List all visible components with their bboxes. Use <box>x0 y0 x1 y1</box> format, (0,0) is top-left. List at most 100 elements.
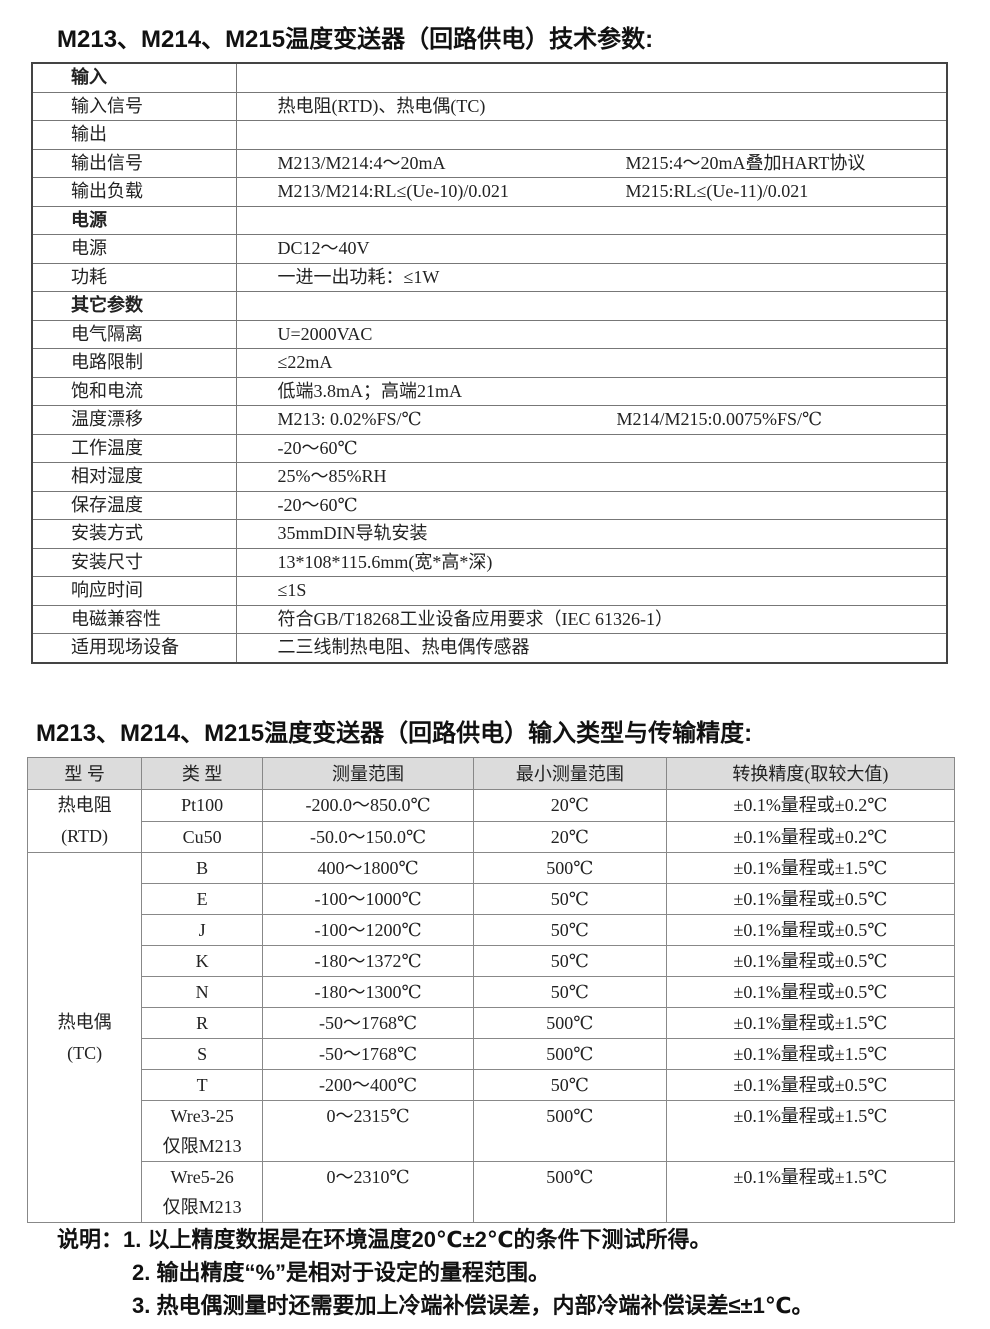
accuracy-cell: ±0.1%量程或±0.5℃ <box>665 976 956 1008</box>
model-cell: 热电偶 (TC) <box>26 852 143 1223</box>
spec-row: 功耗 一进一出功耗：≤1W <box>31 262 948 292</box>
accuracy-cell: ±0.1%量程或±0.2℃ <box>665 820 956 853</box>
spec-value-cell <box>235 205 948 235</box>
spec-value: 低端3.8mA；高端21mA <box>277 380 463 401</box>
accuracy-cell: ±0.1%量程或±1.5℃ <box>665 1100 956 1162</box>
min-range-cell: 50℃ <box>472 914 667 946</box>
spec-value: 热电阻(RTD)、热电偶(TC) <box>277 95 486 116</box>
spec-value: U=2000VAC <box>277 323 373 344</box>
spec-row: 保存温度 -20～60℃ <box>31 490 948 520</box>
table-row: N -180～1300℃ 50℃ ±0.1%量程或±0.5℃ <box>28 976 956 1008</box>
spec-value-2: M215:4～20mA叠加HART协议 <box>625 152 866 173</box>
spec-title: M213、M214、M215温度变送器（回路供电）技术参数: <box>57 26 654 53</box>
spec-value-2: M214/M215:0.0075%FS/℃ <box>616 409 823 429</box>
spec-key: 电磁兼容性 <box>31 604 237 634</box>
spec-row: 安装尺寸 13*108*115.6mm(宽*高*深) <box>31 547 948 577</box>
spec-value-cell: 一进一出功耗：≤1W <box>235 262 948 292</box>
table-row: Cu50 -50.0～150.0℃ 20℃ ±0.1%量程或±0.2℃ <box>28 820 956 853</box>
spec-row: 安装方式 35mmDIN导轨安装 <box>31 519 948 549</box>
model-label: (TC) <box>67 1042 103 1063</box>
table-row: S -50～1768℃ 500℃ ±0.1%量程或±1.5℃ <box>28 1038 956 1070</box>
column-header: 型 号 <box>26 757 143 790</box>
min-range-cell: 20℃ <box>472 820 667 853</box>
accuracy-cell: ±0.1%量程或±1.5℃ <box>665 1038 956 1070</box>
column-header: 转换精度(取较大值) <box>665 757 956 790</box>
spec-key: 电气隔离 <box>31 319 237 349</box>
column-header: 类 型 <box>141 757 264 790</box>
spec-value: 13*108*115.6mm(宽*高*深) <box>277 551 493 572</box>
spec-row: 工作温度 -20～60℃ <box>31 433 948 463</box>
type-cell: B <box>141 852 264 884</box>
spec-value: 35mmDIN导轨安装 <box>277 523 428 544</box>
accuracy-title: M213、M214、M215温度变送器（回路供电）输入类型与传输精度: <box>36 720 753 747</box>
accuracy-cell: ±0.1%量程或±1.5℃ <box>665 852 956 884</box>
spec-value: 一进一出功耗：≤1W <box>277 266 440 287</box>
spec-row: 电气隔离 U=2000VAC <box>31 319 948 349</box>
accuracy-cell: ±0.1%量程或±0.2℃ <box>665 789 956 822</box>
min-range-cell: 500℃ <box>472 852 667 884</box>
note-3: 3. 热电偶测量时还需要加上冷端补偿误差，内部冷端补偿误差≤±1℃。 <box>132 1293 814 1318</box>
table-row: R -50～1768℃ 500℃ ±0.1%量程或±1.5℃ <box>28 1007 956 1039</box>
min-range-cell: 500℃ <box>472 1161 667 1223</box>
spec-row: 饱和电流 低端3.8mA；高端21mA <box>31 376 948 406</box>
type-cell: Pt100 <box>141 789 264 822</box>
spec-key: 温度漂移 <box>31 405 237 435</box>
min-range-cell: 50℃ <box>472 945 667 977</box>
spec-value-cell: DC12～40V <box>235 234 948 264</box>
spec-value-cell: 二三线制热电阻、热电偶传感器 <box>235 633 948 663</box>
range-cell: 400～1800℃ <box>262 852 474 884</box>
spec-row: 电磁兼容性 符合GB/T18268工业设备应用要求（IEC 61326-1） <box>31 604 948 634</box>
range-cell: -200.0～850.0℃ <box>262 789 474 822</box>
accuracy-cell: ±0.1%量程或±1.5℃ <box>665 1007 956 1039</box>
spec-value-cell: M213/M214:4～20mA M215:4～20mA叠加HART协议 <box>235 148 948 178</box>
spec-row: 其它参数 <box>31 291 948 321</box>
spec-value-2: M215:RL≤(Ue-11)/0.021 <box>625 181 809 201</box>
type-label: Wre3-25 <box>170 1106 234 1126</box>
table-row: K -180～1372℃ 50℃ ±0.1%量程或±0.5℃ <box>28 945 956 977</box>
spec-value: M213/M214:RL≤(Ue-10)/0.021 <box>277 181 509 202</box>
accuracy-cell: ±0.1%量程或±0.5℃ <box>665 914 956 946</box>
range-cell: -50～1768℃ <box>262 1038 474 1070</box>
model-label: 热电阻 <box>57 795 112 815</box>
spec-key: 保存温度 <box>31 490 237 520</box>
spec-key: 安装方式 <box>31 519 237 549</box>
spec-key: 电源 <box>31 234 237 264</box>
spec-key: 适用现场设备 <box>31 633 237 663</box>
table-row: E -100～1000℃ 50℃ ±0.1%量程或±0.5℃ <box>28 883 956 915</box>
spec-value: -20～60℃ <box>277 494 358 515</box>
accuracy-cell: ±0.1%量程或±1.5℃ <box>665 1161 956 1223</box>
spec-row: 输出负载 M213/M214:RL≤(Ue-10)/0.021 M215:RL≤(U… <box>31 177 948 207</box>
range-cell: -200～400℃ <box>262 1069 474 1101</box>
spec-value-cell <box>235 62 948 93</box>
spec-row: 响应时间 ≤1S <box>31 576 948 606</box>
range-cell: -100～1000℃ <box>262 883 474 915</box>
spec-key: 输入 <box>31 62 237 93</box>
range-cell: -50.0～150.0℃ <box>262 820 474 853</box>
note-1: 说明：1. 以上精度数据是在环境温度20℃±2℃的条件下测试所得。 <box>57 1227 712 1252</box>
spec-value-cell: 25%～85%RH <box>235 462 948 492</box>
spec-table: 输入 输入信号 热电阻(RTD)、热电偶(TC) 输出 输出信号 M213/M214:4～… <box>31 62 948 664</box>
min-range-cell: 50℃ <box>472 976 667 1008</box>
spec-row: 相对湿度 25%～85%RH <box>31 462 948 492</box>
type-cell: E <box>141 883 264 915</box>
table-row: Wre3-25 仅限M213 0～2315℃ 500℃ ±0.1%量程或±1.5℃ <box>28 1100 956 1162</box>
table-row: T -200～400℃ 50℃ ±0.1%量程或±0.5℃ <box>28 1069 956 1101</box>
spec-row: 输入 <box>31 62 948 93</box>
spec-row: 电源 <box>31 205 948 235</box>
column-header: 最小测量范围 <box>472 757 667 790</box>
spec-value: 符合GB/T18268工业设备应用要求（IEC 61326-1） <box>277 608 674 629</box>
spec-row: 电路限制 ≤22mA <box>31 348 948 378</box>
spec-key: 工作温度 <box>31 433 237 463</box>
spec-value-cell: 符合GB/T18268工业设备应用要求（IEC 61326-1） <box>235 604 948 634</box>
spec-key: 相对湿度 <box>31 462 237 492</box>
min-range-cell: 50℃ <box>472 1069 667 1101</box>
spec-key: 电路限制 <box>31 348 237 378</box>
accuracy-cell: ±0.1%量程或±0.5℃ <box>665 945 956 977</box>
spec-value-cell: 热电阻(RTD)、热电偶(TC) <box>235 91 948 121</box>
spec-value-cell <box>235 291 948 321</box>
type-label: 仅限M213 <box>162 1197 242 1217</box>
spec-value-cell: M213/M214:RL≤(Ue-10)/0.021 M215:RL≤(Ue-11… <box>235 177 948 207</box>
spec-row: 输出 <box>31 120 948 150</box>
range-cell: 0～2310℃ <box>262 1161 474 1223</box>
spec-value-cell: M213: 0.02%FS/℃ M214/M215:0.0075%FS/℃ <box>235 405 948 435</box>
